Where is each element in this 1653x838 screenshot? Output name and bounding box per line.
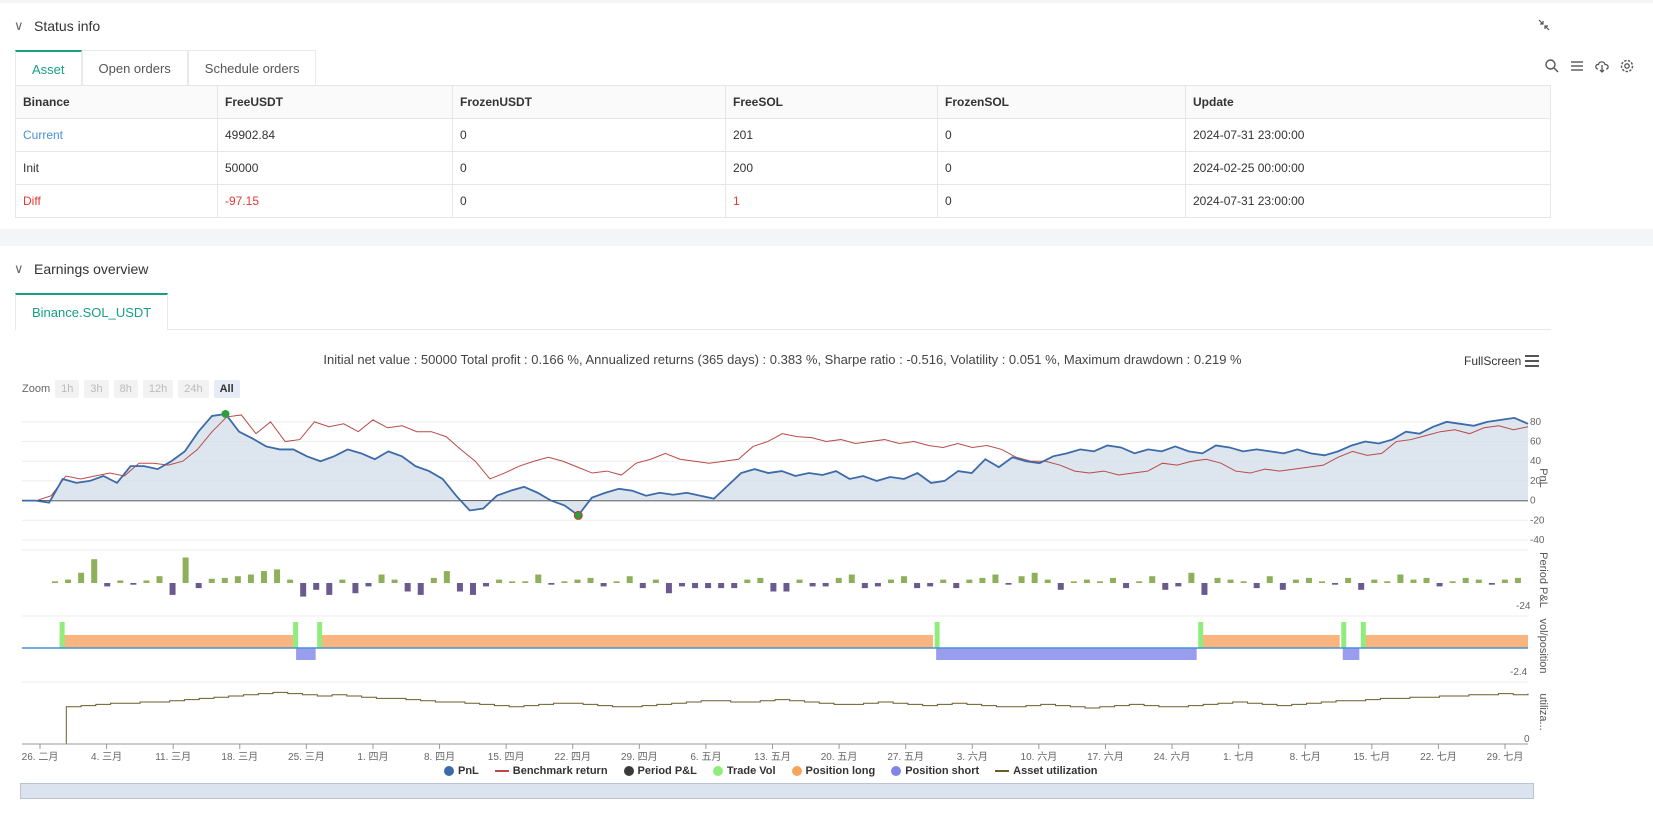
tab-open-orders[interactable]: Open orders	[81, 50, 188, 87]
col-header: FreeSOL	[725, 85, 938, 119]
table-cell: 49902.84	[217, 118, 453, 152]
legend-label: PnL	[458, 765, 479, 777]
legend-item-trade-vol[interactable]: Trade Vol	[712, 765, 776, 777]
legend-item-asset-utilization[interactable]: Asset utilization	[995, 765, 1098, 777]
chevron-down-icon[interactable]: ∨	[14, 261, 24, 276]
tab-asset[interactable]: Asset	[15, 50, 82, 87]
zoom-24h-button[interactable]: 24h	[178, 380, 209, 398]
zoom-8h-button[interactable]: 8h	[113, 380, 138, 398]
chart-summary: Initial net value : 50000 Total profit :…	[323, 352, 1242, 367]
fullscreen-button[interactable]: FullScreen	[1464, 354, 1522, 368]
table-row: Diff -97.15 0 1 0 2024-07-31 23:00:00	[15, 184, 1551, 218]
table-cell: 0	[937, 184, 1186, 218]
asset-table: Binance FreeUSDT FrozenUSDT FreeSOL Froz…	[15, 85, 1551, 218]
status-tabs: Asset Open orders Schedule orders	[15, 50, 317, 87]
legend-item-period-pnl[interactable]: Period P&L	[623, 765, 697, 777]
table-cell: 0	[937, 118, 1186, 152]
table-cell: 50000	[217, 151, 453, 185]
legend-swatch	[494, 770, 509, 772]
search-icon[interactable]	[1544, 58, 1560, 74]
legend-swatch	[712, 766, 723, 776]
table-toolbar	[1544, 58, 1635, 74]
table-cell: 0	[452, 184, 726, 218]
table-cell: 0	[937, 151, 1186, 185]
cloud-download-icon[interactable]	[1594, 58, 1610, 74]
table-cell: 0	[452, 118, 726, 152]
row-label-init: Init	[15, 151, 218, 185]
legend-item-pnl[interactable]: PnL	[444, 765, 479, 777]
col-header: FrozenUSDT	[452, 85, 726, 119]
legend-item-benchmark[interactable]: Benchmark return	[494, 765, 608, 777]
col-header: FreeUSDT	[217, 85, 453, 119]
col-header: Binance	[15, 85, 218, 119]
tab-binance-sol-usdt[interactable]: Binance.SOL_USDT	[15, 293, 169, 330]
zoom-12h-button[interactable]: 12h	[142, 380, 174, 398]
legend-swatch	[791, 766, 802, 776]
chart-legend: PnL Benchmark return Period P&L Trade Vo…	[444, 765, 1098, 777]
zoom-all-button[interactable]: All	[213, 380, 240, 398]
col-header: Update	[1185, 85, 1551, 119]
row-label-current[interactable]: Current	[15, 118, 218, 152]
legend-swatch	[995, 770, 1010, 772]
panel-title: Status info	[34, 18, 101, 34]
table-cell: 1	[725, 184, 938, 218]
table-cell: 201	[725, 118, 938, 152]
zoom-1h-button[interactable]: 1h	[55, 380, 80, 398]
legend-swatch	[444, 766, 454, 776]
legend-swatch	[891, 766, 902, 776]
table-row: Current 49902.84 0 201 0 2024-07-31 23:0…	[15, 118, 1551, 152]
legend-label: Asset utilization	[1013, 765, 1098, 777]
status-panel-header[interactable]: ∨ Status info	[14, 15, 100, 37]
table-row: Init 50000 0 200 0 2024-02-25 00:00:00	[15, 151, 1551, 185]
table-cell: 2024-02-25 00:00:00	[1185, 151, 1551, 185]
gear-icon[interactable]	[1619, 58, 1635, 74]
zoom-bar: Zoom 1h 3h 8h 12h 24h All	[22, 380, 240, 398]
zoom-label: Zoom	[22, 383, 51, 395]
table-cell: 2024-07-31 23:00:00	[1185, 118, 1551, 152]
chart-navigator[interactable]	[20, 783, 1534, 799]
col-header: FrozenSOL	[937, 85, 1186, 119]
table-cell: 2024-07-31 23:00:00	[1185, 184, 1551, 218]
collapse-icon[interactable]	[1537, 18, 1551, 32]
chevron-down-icon[interactable]: ∨	[14, 18, 24, 33]
table-cell: -97.15	[217, 184, 453, 218]
legend-label: Position short	[905, 765, 980, 777]
table-cell: 200	[725, 151, 938, 185]
earnings-tabs: Binance.SOL_USDT	[15, 293, 1551, 330]
row-label-diff: Diff	[15, 184, 218, 218]
table-cell: 0	[452, 151, 726, 185]
list-icon[interactable]	[1569, 58, 1585, 74]
panel-title: Earnings overview	[34, 261, 149, 277]
earnings-panel-header[interactable]: ∨ Earnings overview	[14, 258, 148, 280]
legend-item-position-short[interactable]: Position short	[891, 765, 979, 777]
legend-label: Benchmark return	[512, 765, 608, 777]
chart-menu-icon[interactable]	[1524, 354, 1540, 368]
tab-schedule-orders[interactable]: Schedule orders	[187, 50, 317, 87]
legend-label: Position long	[805, 765, 876, 777]
zoom-3h-button[interactable]: 3h	[84, 380, 109, 398]
legend-label: Period P&L	[637, 765, 697, 777]
table-header-row: Binance FreeUSDT FrozenUSDT FreeSOL Froz…	[15, 85, 1551, 119]
status-panel: ∨ Status info Asset Open orders Schedule…	[0, 3, 1653, 229]
legend-item-position-long[interactable]: Position long	[791, 765, 876, 777]
legend-label: Trade Vol	[726, 765, 776, 777]
legend-swatch	[623, 766, 634, 776]
earnings-panel: ∨ Earnings overview Binance.SOL_USDT	[0, 246, 1653, 838]
